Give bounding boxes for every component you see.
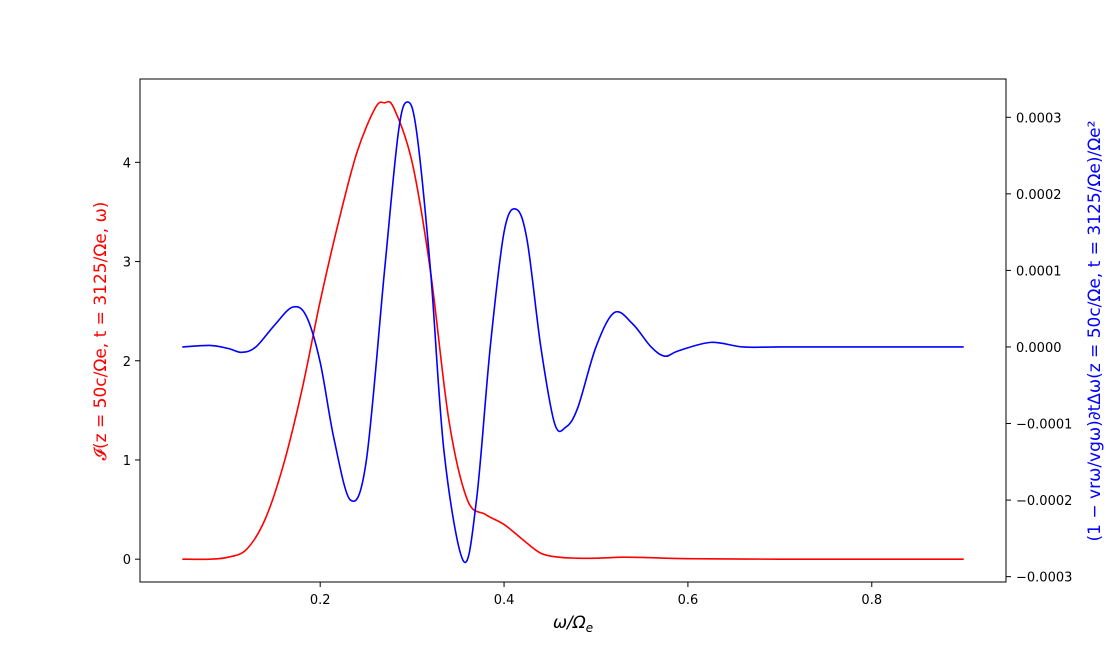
x-tick-label: 0.8	[861, 593, 882, 608]
y-right-tick-label: −0.0002	[1016, 494, 1072, 509]
left-axis-title: 𝓘(z = 50c/Ωe, t = 3125/Ωe, ω)	[91, 202, 111, 461]
y-right-tick-label: 0.0002	[1016, 188, 1062, 203]
axis-ticks: 0.2 0.4 0.6 0.8 0 1 2 3 4 −0.0003 −0.0002 −0.0001 0.…	[123, 111, 1073, 608]
frequency-shift-line	[182, 101, 964, 564]
x-axis-title: ω/Ωe	[553, 613, 593, 635]
y-right-tick-label: 0.0000	[1016, 341, 1062, 356]
y-right-tick-label: −0.0001	[1016, 418, 1072, 433]
plot-frame	[139, 78, 1007, 583]
y-right-tick-label: 0.0001	[1016, 264, 1062, 279]
y-left-tick-label: 0	[123, 553, 131, 568]
intensity-line	[182, 100, 964, 561]
y-left-tick-label: 2	[123, 355, 131, 370]
x-tick-label: 0.6	[678, 593, 699, 608]
series-lines	[182, 100, 964, 564]
y-left-tick-label: 3	[123, 256, 131, 271]
y-right-tick-label: −0.0003	[1016, 571, 1072, 586]
y-left-tick-label: 1	[123, 454, 131, 469]
y-left-tick-label: 4	[123, 156, 131, 171]
x-tick-label: 0.4	[494, 593, 515, 608]
right-axis-title: (1 − vrω/vgω)∂tΔω(z = 50c/Ωe, t = 3125/Ω…	[1085, 121, 1105, 542]
x-tick-label: 0.2	[310, 593, 331, 608]
y-right-tick-label: 0.0003	[1016, 111, 1062, 126]
